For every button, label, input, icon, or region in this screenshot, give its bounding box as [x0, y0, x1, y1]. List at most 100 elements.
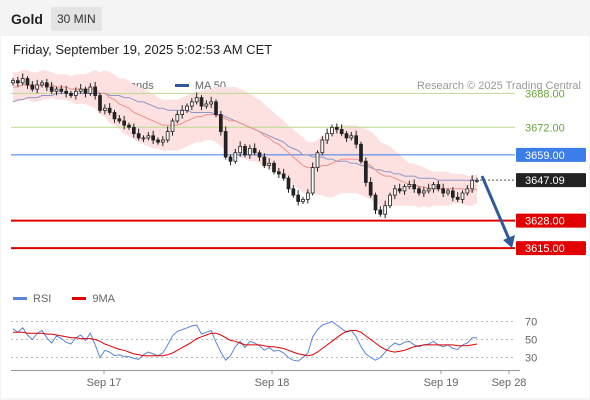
level-value: 3672.00	[525, 122, 565, 134]
candle-body	[402, 186, 407, 192]
timeframe-button[interactable]: 30 MIN	[51, 7, 102, 31]
candle-body	[175, 114, 180, 122]
candle	[11, 78, 15, 86]
candle-body	[330, 126, 334, 135]
candle-body	[233, 152, 238, 162]
rsi-tick-label: 30	[525, 353, 537, 365]
candle-body	[412, 184, 417, 190]
candle-body	[455, 196, 460, 200]
candle-body	[291, 188, 296, 196]
candle-body	[69, 92, 73, 96]
candle-body	[218, 114, 223, 132]
candle	[291, 184, 296, 198]
candle-body	[98, 95, 102, 111]
legend-item-rsi: RSI	[13, 293, 51, 305]
candle-body	[151, 135, 156, 141]
candle-body	[301, 198, 305, 202]
candle	[301, 196, 305, 205]
level-label-support: 3615.00	[516, 241, 586, 256]
candle	[373, 192, 378, 215]
candle	[388, 192, 392, 209]
candle	[40, 80, 44, 88]
candle	[214, 99, 218, 118]
x-tick-label: Sep 28	[492, 377, 527, 389]
candle-body	[204, 103, 209, 107]
candle	[44, 78, 49, 92]
candle-body	[252, 148, 257, 154]
candle-body	[117, 118, 122, 122]
candle	[117, 115, 122, 124]
x-tick-label: Sep 17	[87, 377, 122, 389]
legend-item-9ma: 9MA	[72, 293, 115, 305]
candle	[378, 206, 383, 217]
candle-body	[78, 88, 83, 92]
top-bar: Gold 30 MIN	[0, 0, 590, 36]
candle	[465, 184, 470, 196]
level-label-pivot: 3659.00	[516, 147, 586, 162]
candle	[441, 183, 446, 198]
candle	[272, 160, 276, 175]
candle	[107, 103, 112, 116]
candle	[339, 124, 344, 137]
candle-body	[88, 86, 93, 94]
candle	[223, 126, 228, 160]
candle	[475, 177, 479, 183]
bollinger-band	[13, 70, 477, 208]
candle-body	[25, 78, 30, 86]
candle	[131, 123, 136, 138]
candle-body	[397, 188, 402, 192]
candle-body	[64, 90, 69, 94]
candle-body	[373, 194, 378, 211]
legend-label-rsi: RSI	[33, 293, 52, 305]
candle	[325, 128, 330, 145]
candle	[30, 81, 35, 92]
candle	[69, 90, 73, 99]
candle-body	[363, 160, 368, 183]
level-tag	[516, 173, 586, 188]
candle	[455, 192, 460, 202]
candle	[286, 175, 291, 193]
candle	[426, 183, 431, 194]
candle-body	[40, 82, 44, 86]
candle	[421, 187, 426, 198]
candle-body	[426, 188, 431, 192]
candle-body	[465, 188, 470, 194]
candle	[98, 92, 102, 113]
candle	[315, 150, 320, 172]
candle-body	[127, 124, 131, 128]
x-tick-label: Sep 18	[255, 377, 290, 389]
candle-body	[305, 192, 310, 200]
candle	[446, 188, 450, 196]
candle	[49, 81, 54, 94]
candle-body	[339, 129, 344, 135]
candle-body	[407, 184, 412, 188]
candle	[359, 141, 363, 164]
candle	[199, 95, 204, 111]
instrument-title: Gold	[11, 11, 43, 27]
level-label-last_price: 3647.09	[516, 173, 586, 188]
candle-body	[141, 137, 146, 140]
candle-body	[431, 184, 436, 190]
candle-body	[228, 156, 233, 162]
candle-body	[450, 190, 455, 198]
candle	[146, 131, 151, 141]
candles	[11, 73, 479, 219]
candle	[204, 100, 209, 109]
candle	[112, 109, 117, 123]
rsi-legend: RSI 9MA	[13, 293, 133, 305]
candle	[296, 190, 301, 206]
candle	[156, 137, 160, 145]
candle	[160, 136, 165, 147]
candle	[102, 104, 107, 115]
candle	[397, 183, 402, 194]
candle-body	[160, 139, 165, 143]
candle-body	[315, 152, 320, 168]
level-value: 3628.00	[525, 216, 565, 228]
candle	[330, 124, 334, 137]
candle	[127, 122, 131, 130]
candle-body	[388, 194, 392, 207]
candle	[334, 123, 339, 134]
candle-body	[436, 184, 441, 190]
candle-body	[344, 133, 349, 139]
candle	[281, 168, 286, 181]
